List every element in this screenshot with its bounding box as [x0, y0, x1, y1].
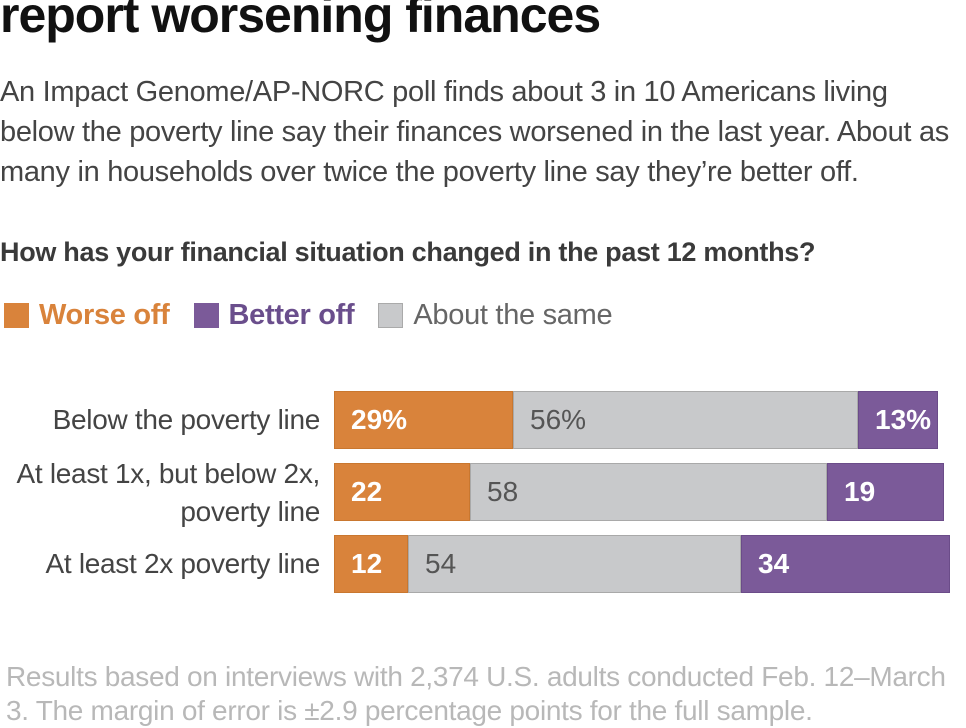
data-label-worse: 29%: [351, 404, 408, 435]
legend-item-worse: Worse off: [4, 299, 170, 332]
data-label-worse: 12: [351, 548, 383, 579]
headline: report worsening finances: [0, 0, 601, 43]
data-label-better: 13%: [875, 404, 932, 435]
chart-title: How has your financial situation changed…: [0, 237, 816, 267]
bar-segment-same: 58: [470, 463, 827, 521]
bar-segment-worse: 29%: [334, 391, 513, 449]
category-label: At least 2x poverty line: [45, 548, 321, 579]
legend-item-better: Better off: [193, 298, 355, 332]
bar-segment-worse: 12: [334, 535, 408, 593]
bar-row: 22 58 19: [334, 463, 950, 521]
data-label-worse: 22: [351, 476, 383, 507]
bar-segment-better: 13%: [858, 391, 938, 449]
source-note: Results based on interviews with 2,374 U…: [6, 661, 946, 726]
data-label-same: 58: [487, 476, 519, 507]
bar-row: 29% 56% 13%: [334, 391, 950, 449]
data-label-better: 34: [758, 548, 790, 579]
legend-label-better: Better off: [228, 298, 355, 331]
bar-segment-same: 56%: [513, 391, 858, 449]
legend-label-worse: Worse off: [39, 298, 170, 331]
legend: Worse off Better off About the same: [4, 296, 636, 334]
dek: An Impact Genome/AP-NORC poll finds abou…: [0, 76, 949, 188]
legend-swatch-better: [193, 302, 219, 328]
category-label: At least 1x, but below 2x,: [16, 458, 321, 489]
legend-item-same: About the same: [378, 298, 613, 332]
legend-label-same: About the same: [413, 298, 613, 331]
legend-swatch-same: [378, 302, 404, 328]
bar-segment-better: 19: [827, 463, 944, 521]
category-label: poverty line: [180, 496, 320, 527]
data-label-better: 19: [844, 476, 876, 507]
bar-segment-same: 54: [408, 535, 741, 593]
category-label: Below the poverty line: [52, 404, 321, 435]
data-label-same: 56%: [530, 404, 587, 435]
legend-swatch-worse: [4, 302, 29, 328]
bar-segment-better: 34: [741, 535, 950, 593]
bar-segment-worse: 22: [334, 463, 470, 521]
bar-row: 12 54 34: [334, 535, 950, 593]
data-label-same: 54: [425, 548, 457, 579]
